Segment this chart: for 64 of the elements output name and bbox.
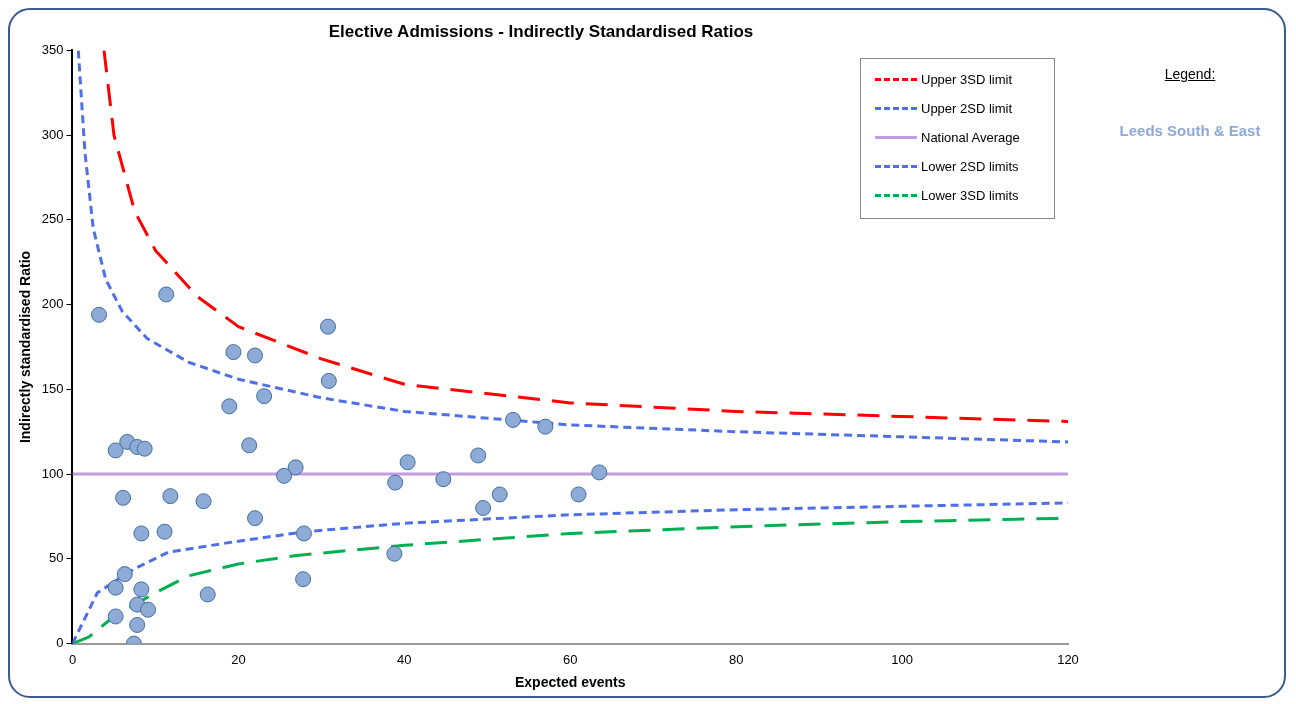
point <box>247 347 263 364</box>
point <box>320 372 337 389</box>
point <box>320 318 336 335</box>
point <box>287 459 304 476</box>
point <box>256 388 273 405</box>
x-tick-label: 20 <box>231 651 246 667</box>
point <box>115 489 132 506</box>
point <box>505 411 521 428</box>
point <box>470 447 487 464</box>
point <box>107 442 124 459</box>
point <box>225 344 242 361</box>
point <box>475 500 492 517</box>
y-tick-label: 300 <box>41 126 64 142</box>
legend-label: Upper 3SD limit <box>921 72 1013 87</box>
point <box>276 467 293 484</box>
point <box>139 601 156 618</box>
point <box>91 306 108 323</box>
point <box>295 525 312 542</box>
point <box>399 454 416 471</box>
point <box>570 486 587 503</box>
point <box>158 286 175 303</box>
chart-title: Elective Admissions - Indirectly Standardised Ratios <box>328 21 754 41</box>
point <box>162 488 179 505</box>
y-tick-label: 100 <box>41 465 64 481</box>
y-tick-label: 50 <box>49 550 64 566</box>
x-tick-label: 60 <box>563 651 578 667</box>
point <box>247 510 263 527</box>
point <box>491 486 508 503</box>
point <box>107 579 124 596</box>
point <box>195 493 212 510</box>
point <box>136 440 153 457</box>
point <box>387 474 404 491</box>
y-tick-label: 350 <box>41 41 64 57</box>
point <box>537 418 554 435</box>
y-axis-title: Indirectly standardised Ratio <box>17 250 34 444</box>
x-tick-label: 40 <box>397 651 412 667</box>
point <box>133 581 150 598</box>
text: Legend: <box>1163 66 1217 82</box>
x-tick-label: 100 <box>891 651 913 667</box>
x-axis-title: Expected events <box>514 674 626 691</box>
y-tick-label: 0 <box>56 635 64 651</box>
legend-label: National Average <box>921 130 1020 145</box>
point <box>591 464 608 481</box>
point <box>107 608 124 625</box>
point <box>295 571 312 588</box>
legend-label: Lower 2SD limits <box>921 159 1019 174</box>
point <box>116 566 133 583</box>
legend-label: Upper 2SD limit <box>921 101 1013 116</box>
x-tick-label: 80 <box>728 651 744 667</box>
x-tick-label: 0 <box>68 651 77 667</box>
point <box>241 437 258 454</box>
text: Leeds South & East <box>1118 122 1262 139</box>
point <box>156 523 173 540</box>
y-tick-label: 150 <box>41 380 64 396</box>
point <box>133 525 150 542</box>
y-tick-label: 200 <box>41 296 64 312</box>
point <box>386 545 403 562</box>
point <box>199 586 216 603</box>
x-tick-label: 120 <box>1057 651 1079 667</box>
y-tick-label: 250 <box>41 211 64 227</box>
point <box>129 616 146 633</box>
point <box>435 471 452 488</box>
point <box>221 398 238 415</box>
legend-label: Lower 3SD limits <box>921 188 1019 203</box>
